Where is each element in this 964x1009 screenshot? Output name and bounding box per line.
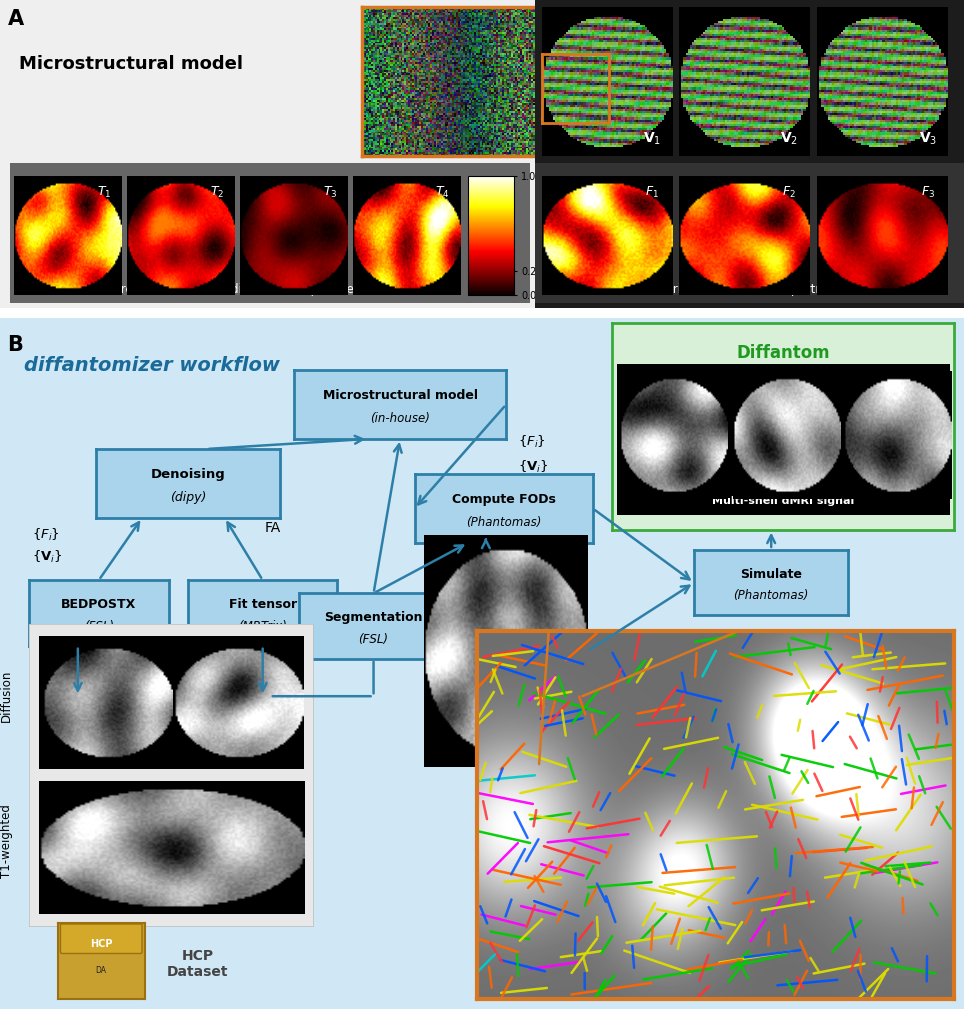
Text: $F_1$: $F_1$ <box>645 185 659 200</box>
Text: Simulate: Simulate <box>740 568 802 580</box>
Text: Free- and hindered-diffusion compartments: Free- and hindered-diffusion compartment… <box>116 283 372 296</box>
Text: Fit tensor: Fit tensor <box>228 598 297 610</box>
Text: DA: DA <box>95 966 107 975</box>
Text: $\mathbf{V}_2$: $\mathbf{V}_2$ <box>780 131 798 147</box>
Text: HCP
Dataset: HCP Dataset <box>167 949 228 979</box>
Text: $\{\mathbf{V}_i\}$: $\{\mathbf{V}_i\}$ <box>518 458 549 474</box>
Text: $\{T_j\}$: $\{T_j\}$ <box>518 483 546 500</box>
Text: FA: FA <box>265 521 281 535</box>
Text: Microstructural model: Microstructural model <box>19 55 243 74</box>
Text: $T_2$: $T_2$ <box>210 185 225 200</box>
Text: (FSL): (FSL) <box>359 633 388 646</box>
Text: Denoising: Denoising <box>150 468 226 481</box>
Text: $F_2$: $F_2$ <box>782 185 795 200</box>
Text: (FSL): (FSL) <box>84 620 114 633</box>
Text: $T_4$: $T_4$ <box>436 185 450 200</box>
Text: Multi-shell dMRI signal: Multi-shell dMRI signal <box>712 495 854 506</box>
Text: Segmentation: Segmentation <box>324 611 423 624</box>
Text: (Phantomas): (Phantomas) <box>734 589 809 602</box>
Text: BEDPOSTX: BEDPOSTX <box>61 598 137 610</box>
Text: $T_3$: $T_3$ <box>323 185 337 200</box>
Text: HCP: HCP <box>90 939 113 949</box>
Text: diffantomizer workflow: diffantomizer workflow <box>24 356 280 375</box>
Text: $\mathbf{V}_1$: $\mathbf{V}_1$ <box>643 131 661 147</box>
Text: B: B <box>7 335 22 355</box>
Text: (in-house): (in-house) <box>370 412 430 425</box>
Text: (MRTrix): (MRTrix) <box>238 620 287 633</box>
Text: Diffusion: Diffusion <box>0 670 13 722</box>
Text: Compute FODs: Compute FODs <box>452 493 555 507</box>
Text: T1-weighted: T1-weighted <box>0 804 13 879</box>
FancyBboxPatch shape <box>61 924 142 954</box>
Text: $\mathbf{V}_3$: $\mathbf{V}_3$ <box>919 131 937 147</box>
Text: $\{\mathbf{V}_i\}$: $\{\mathbf{V}_i\}$ <box>32 549 63 565</box>
Text: $T_1$: $T_1$ <box>97 185 112 200</box>
Text: Restricted-diffusion compartments: Restricted-diffusion compartments <box>647 283 852 296</box>
Text: (Phantomas): (Phantomas) <box>466 516 542 529</box>
Text: $\{F_i\}$: $\{F_i\}$ <box>32 527 60 543</box>
Text: Microstructural model: Microstructural model <box>323 389 477 403</box>
Text: A: A <box>8 9 24 29</box>
Text: $\{F_i\}$: $\{F_i\}$ <box>518 435 546 450</box>
Text: (dipy): (dipy) <box>170 490 206 503</box>
Text: $F_3$: $F_3$ <box>921 185 934 200</box>
Text: $\{T_j\}$: $\{T_j\}$ <box>284 619 312 637</box>
Text: Diffantom: Diffantom <box>736 343 830 361</box>
